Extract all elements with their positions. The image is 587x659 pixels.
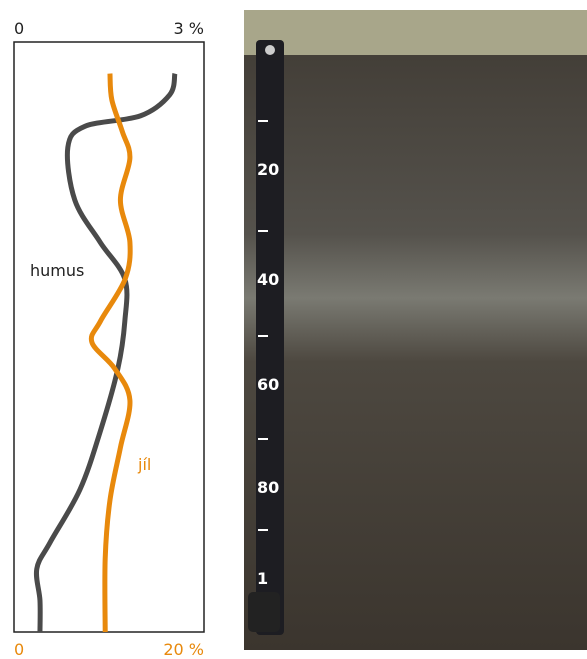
grass	[244, 10, 587, 55]
x-tick-label: 0	[14, 19, 24, 38]
ruler-label: 20	[257, 160, 279, 179]
x-tick-label: 3 %	[174, 19, 204, 38]
series-label: jíl	[137, 455, 151, 474]
ruler-label: 60	[257, 375, 279, 394]
ruler-mark	[258, 335, 268, 337]
soil-photo	[244, 10, 587, 650]
ruler-foot	[248, 592, 280, 632]
ruler-screw	[265, 45, 275, 55]
ruler-label: 40	[257, 270, 279, 289]
chart-frame	[14, 42, 204, 632]
ruler-mark	[258, 230, 268, 232]
x-tick-label: 20 %	[163, 640, 204, 659]
ruler-mark	[258, 438, 268, 440]
series-line	[91, 74, 130, 632]
ruler-mark	[258, 529, 268, 531]
ruler-mark	[258, 120, 268, 122]
ruler	[256, 40, 284, 635]
series-label: humus	[30, 261, 84, 280]
page: 0 3 % 0 20 % humus jíl 20 40 60 80 1	[0, 0, 587, 659]
ruler-label: 1	[257, 569, 268, 588]
ruler-label: 80	[257, 478, 279, 497]
x-tick-label: 0	[14, 640, 24, 659]
